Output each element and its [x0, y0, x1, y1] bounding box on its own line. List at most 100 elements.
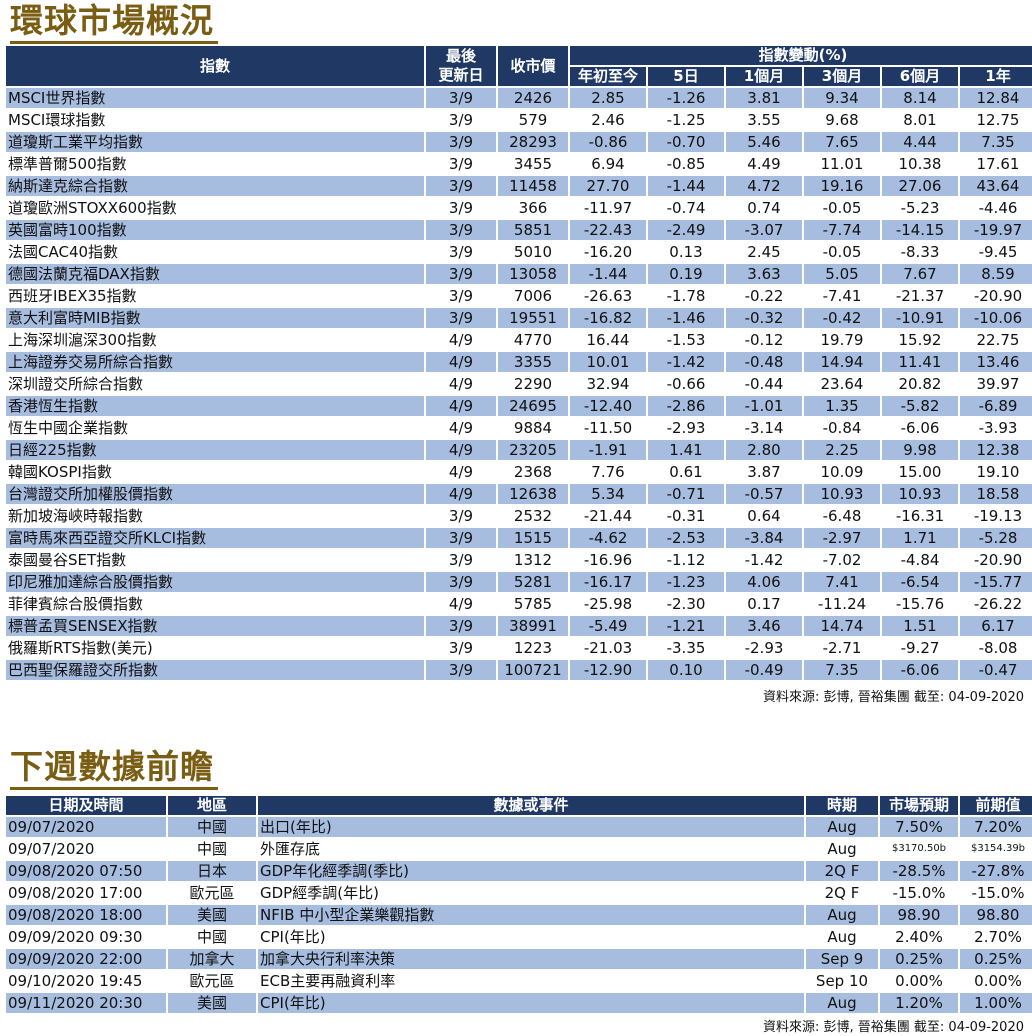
cell-index-name: 道瓊斯工業平均指數 [6, 132, 424, 152]
cell-1m: -0.22 [726, 286, 802, 306]
cell-1m: 3.87 [726, 462, 802, 482]
table-row: 納斯達克綜合指數 3/9 11458 27.70 -1.44 4.72 19.16 27.06… [6, 176, 1032, 196]
cell-close: 12638 [498, 484, 568, 504]
table-row: 英國富時100指數 3/9 5851 -22.43 -2.49 -3.07 -7.74 -14… [6, 220, 1032, 240]
cell-previous: 98.80 [960, 905, 1032, 925]
table-row: 新加坡海峽時報指數 3/9 2532 -21.44 -0.31 0.64 -6.48 -16.… [6, 506, 1032, 526]
cell-last-update: 4/9 [426, 352, 496, 372]
cell-3m: -2.97 [804, 528, 880, 548]
cell-index-name: 上海深圳滬深300指數 [6, 330, 424, 350]
cell-3m: -6.48 [804, 506, 880, 526]
cell-forecast: -28.5% [880, 861, 958, 881]
cell-6m: 4.44 [882, 132, 958, 152]
cell-6m: -14.15 [882, 220, 958, 240]
cell-index-name: 日經225指數 [6, 440, 424, 460]
cell-event: NFIB 中小型企業樂觀指數 [258, 905, 804, 925]
cell-event: CPI(年比) [258, 993, 804, 1013]
cell-6m: 15.00 [882, 462, 958, 482]
cell-1y: -20.90 [960, 286, 1032, 306]
cell-ytd: -26.63 [570, 286, 646, 306]
cell-6m: -16.31 [882, 506, 958, 526]
cell-last-update: 3/9 [426, 220, 496, 240]
table-row: 09/09/2020 09:30 中國 CPI(年比) Aug 2.40% 2.70% [6, 927, 1032, 947]
market-title-text: 環球市場概況 [10, 1, 214, 40]
header-change-group: 指數變動(%) [570, 46, 1032, 65]
cell-last-update: 4/9 [426, 330, 496, 350]
cell-last-update: 4/9 [426, 594, 496, 614]
cell-region: 歐元區 [168, 971, 256, 991]
cell-3m: 14.74 [804, 616, 880, 636]
cell-1y: 19.10 [960, 462, 1032, 482]
cell-1m: -1.42 [726, 550, 802, 570]
header-index: 指數 [6, 46, 424, 86]
cell-last-update: 3/9 [426, 528, 496, 548]
cell-region: 歐元區 [168, 883, 256, 903]
cell-1m: 2.45 [726, 242, 802, 262]
cell-1m: -3.14 [726, 418, 802, 438]
cell-previous: $3154.39b [960, 839, 1032, 859]
cell-5d: -1.44 [648, 176, 724, 196]
cell-1y: -6.89 [960, 396, 1032, 416]
cell-1y: 12.84 [960, 88, 1032, 108]
header-region: 地區 [168, 796, 256, 815]
market-section-title: 環球市場概況 [10, 1, 218, 44]
cell-3m: -0.84 [804, 418, 880, 438]
header-3m: 3個月 [804, 67, 880, 86]
cell-3m: -0.42 [804, 308, 880, 328]
cell-close: 366 [498, 198, 568, 218]
cell-datetime: 09/07/2020 [6, 817, 166, 837]
cell-6m: 9.98 [882, 440, 958, 460]
cell-1y: -8.08 [960, 638, 1032, 658]
cell-5d: 0.13 [648, 242, 724, 262]
calendar-table-body: 09/07/2020 中國 出口(年比) Aug 7.50% 7.20% 09/07/202… [6, 817, 1032, 1013]
cell-forecast: 7.50% [880, 817, 958, 837]
calendar-section-title: 下週數據前瞻 [10, 748, 218, 790]
cell-index-name: 英國富時100指數 [6, 220, 424, 240]
cell-1y: -19.97 [960, 220, 1032, 240]
cell-period: Sep 10 [806, 971, 878, 991]
cell-1y: -3.93 [960, 418, 1032, 438]
cell-5d: -1.23 [648, 572, 724, 592]
cell-3m: 1.35 [804, 396, 880, 416]
table-row: 深圳證交所綜合指數 4/9 2290 32.94 -0.66 -0.44 23.64 20.8… [6, 374, 1032, 394]
cell-last-update: 3/9 [426, 506, 496, 526]
cell-close: 5851 [498, 220, 568, 240]
table-row: 道瓊歐洲STOXX600指數 3/9 366 -11.97 -0.74 0.74 -0.05… [6, 198, 1032, 218]
cell-1y: 8.59 [960, 264, 1032, 284]
cell-close: 5010 [498, 242, 568, 262]
cell-event: GDP經季調(年比) [258, 883, 804, 903]
cell-1y: -4.46 [960, 198, 1032, 218]
header-last-update: 最後 更新日 [426, 46, 496, 86]
cell-6m: -21.37 [882, 286, 958, 306]
cell-close: 2290 [498, 374, 568, 394]
cell-6m: -9.27 [882, 638, 958, 658]
cell-index-name: 菲律賓綜合股價指數 [6, 594, 424, 614]
cell-index-name: 西班牙IBEX35指數 [6, 286, 424, 306]
cell-close: 4770 [498, 330, 568, 350]
cell-previous: 7.20% [960, 817, 1032, 837]
cell-3m: 9.68 [804, 110, 880, 130]
cell-5d: -0.70 [648, 132, 724, 152]
cell-close: 38991 [498, 616, 568, 636]
header-close: 收市價 [498, 46, 568, 86]
cell-6m: -15.76 [882, 594, 958, 614]
cell-datetime: 09/07/2020 [6, 839, 166, 859]
cell-index-name: 意大利富時MIB指數 [6, 308, 424, 328]
cell-close: 3455 [498, 154, 568, 174]
cell-last-update: 3/9 [426, 88, 496, 108]
table-row: 09/10/2020 19:45 歐元區 ECB主要再融資利率 Sep 10 0.00%… [6, 971, 1032, 991]
table-row: 09/08/2020 18:00 美國 NFIB 中小型企業樂觀指數 Aug 98.90… [6, 905, 1032, 925]
economic-calendar-table: 日期及時間 地區 數據或事件 時期 市場預期 前期值 09/07/2020 中國出… [4, 794, 1032, 1015]
cell-1y: -9.45 [960, 242, 1032, 262]
cell-1y: 22.75 [960, 330, 1032, 350]
cell-index-name: 巴西聖保羅證交所指數 [6, 660, 424, 680]
cell-5d: -1.78 [648, 286, 724, 306]
cell-3m: 7.41 [804, 572, 880, 592]
cell-datetime: 09/08/2020 18:00 [6, 905, 166, 925]
cell-index-name: 深圳證交所綜合指數 [6, 374, 424, 394]
cell-3m: 10.93 [804, 484, 880, 504]
cell-ytd: -22.43 [570, 220, 646, 240]
cell-1m: 0.64 [726, 506, 802, 526]
cell-6m: 1.71 [882, 528, 958, 548]
cell-last-update: 4/9 [426, 396, 496, 416]
